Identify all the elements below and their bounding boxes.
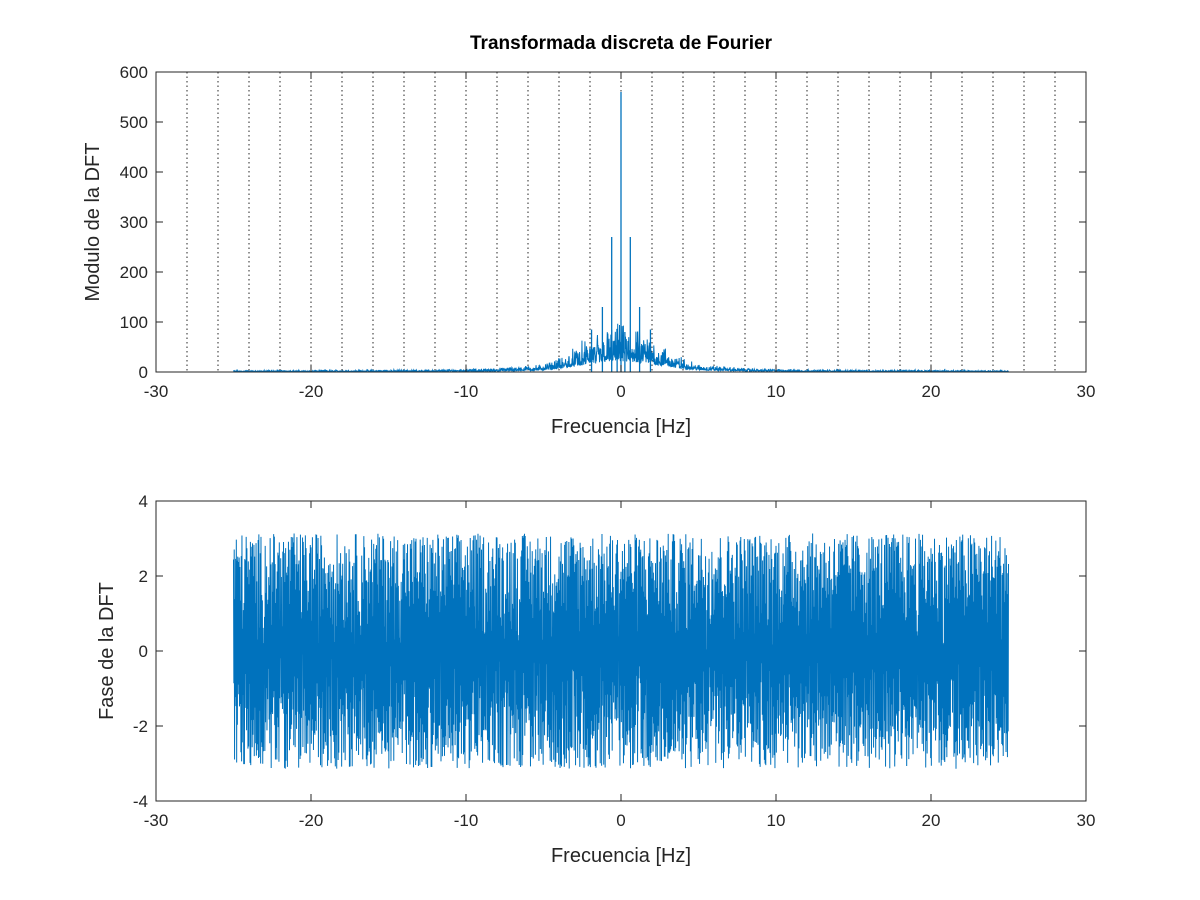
- x-tick-label: 30: [1077, 382, 1096, 401]
- y-tick-label: 500: [120, 113, 148, 132]
- y-tick-label: 0: [139, 363, 148, 382]
- y-tick-label: 4: [139, 492, 148, 511]
- series-magnitude: [233, 92, 1009, 372]
- x-tick-label: 0: [616, 811, 625, 830]
- x-tick-label: -30: [144, 811, 169, 830]
- y-tick-label: 100: [120, 313, 148, 332]
- y-tick-label: -2: [133, 717, 148, 736]
- y-axis-label-magnitude: Modulo de la DFT: [82, 143, 104, 302]
- x-axis-label-phase: Frecuencia [Hz]: [551, 845, 691, 867]
- y-axis-label-phase: Fase de la DFT: [96, 582, 118, 720]
- y-tick-label: 400: [120, 163, 148, 182]
- x-tick-label: -10: [454, 382, 479, 401]
- x-tick-label: 0: [616, 382, 625, 401]
- x-tick-label: 10: [767, 811, 786, 830]
- chart-title: Transformada discreta de Fourier: [470, 33, 773, 54]
- x-tick-label: 10: [767, 382, 786, 401]
- x-tick-label: 30: [1077, 811, 1096, 830]
- x-tick-label: 20: [922, 382, 941, 401]
- y-tick-label: 600: [120, 63, 148, 82]
- y-tick-label: 300: [120, 213, 148, 232]
- y-tick-label: 0: [139, 642, 148, 661]
- x-tick-label: -20: [299, 811, 324, 830]
- x-tick-label: -10: [454, 811, 479, 830]
- x-tick-label: 20: [922, 811, 941, 830]
- x-axis-label-magnitude: Frecuencia [Hz]: [551, 416, 691, 438]
- y-tick-label: -4: [133, 792, 148, 811]
- x-tick-label: -20: [299, 382, 324, 401]
- x-tick-label: -30: [144, 382, 169, 401]
- y-tick-label: 2: [139, 567, 148, 586]
- phase-series-line: [233, 533, 1009, 769]
- series-phase: [233, 533, 1009, 769]
- y-tick-label: 200: [120, 263, 148, 282]
